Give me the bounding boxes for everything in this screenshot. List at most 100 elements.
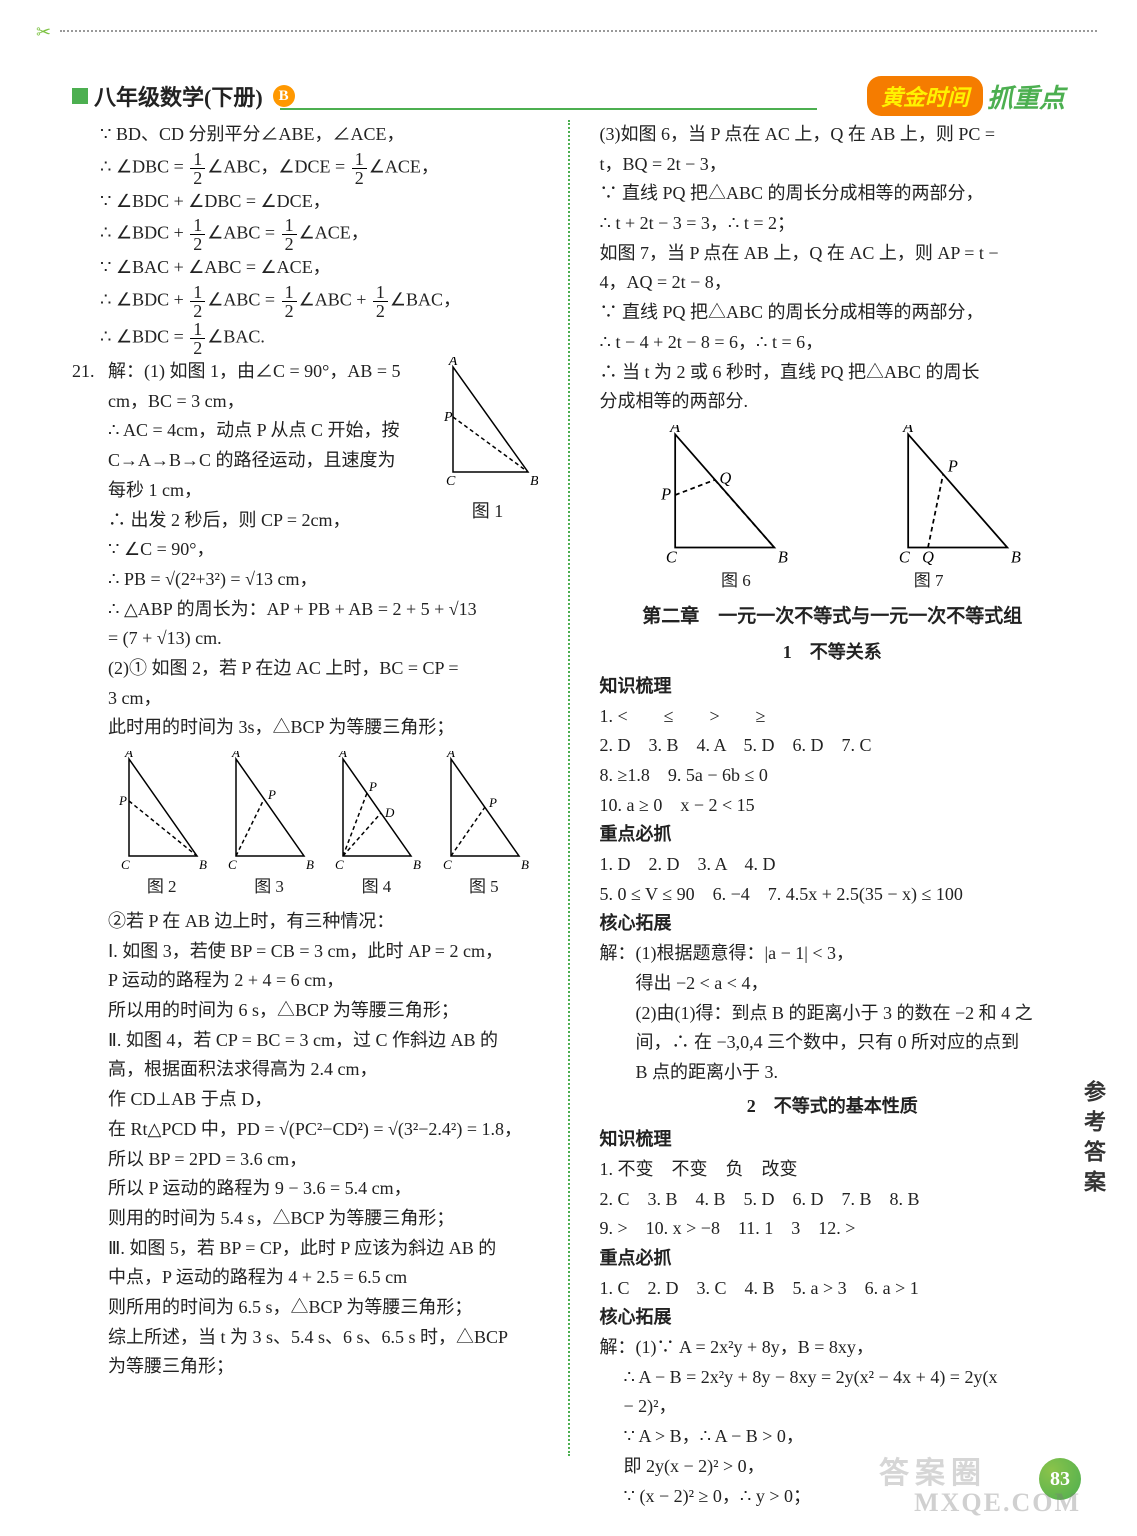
line: 1. C 2. D 3. C 4. B 5. a > 3 6. a > 1 — [600, 1274, 1066, 1304]
fraction: 12 — [190, 216, 205, 253]
watermark-url: MXQE.COM — [914, 1488, 1081, 1518]
line: ∴ ∠BDC + 12∠ABC = 12∠ABC + 12∠BAC， — [72, 283, 538, 320]
line: 1. 不变 不变 负 改变 — [600, 1155, 1066, 1185]
grade-title: 八年级数学(下册) — [94, 80, 263, 112]
line: 综上所述，当 t 为 3 s、5.4 s、6 s、6.5 s 时，△BCP — [108, 1323, 538, 1353]
line: ∵ A > B，∴ A − B > 0， — [600, 1422, 1066, 1452]
svg-text:C: C — [666, 548, 678, 565]
line: ∴ △ABP 的周长为：AP + PB + AB = 2 + 5 + √13 — [108, 595, 538, 625]
text: ∠ABC = — [207, 290, 279, 310]
fig-label: 图 5 — [469, 873, 499, 901]
line: ∴ ∠BDC = 12∠BAC. — [72, 320, 538, 357]
content-columns: ∵ BD、CD 分别平分∠ABE，∠ACE， ∴ ∠DBC = 12∠ABC，∠… — [72, 120, 1065, 1456]
text: ∠ACE， — [369, 156, 439, 176]
fraction: 12 — [282, 283, 297, 320]
line: ∵ ∠BDC + ∠DBC = ∠DCE， — [72, 187, 538, 217]
line: ∴ ∠BDC + 12∠ABC = 12∠ACE， — [72, 216, 538, 253]
triangle-fig3: A P C B — [224, 751, 314, 871]
svg-text:B: B — [199, 857, 207, 871]
line: 作 CD⊥AB 于点 D， — [108, 1085, 538, 1115]
page-header: 八年级数学(下册) B 黄金时间 抓重点 — [72, 76, 1065, 116]
column-divider — [568, 120, 570, 1456]
svg-text:Q: Q — [719, 468, 731, 487]
text: ∠ACE， — [299, 223, 369, 243]
green-square-icon — [72, 88, 88, 104]
q-number: 21. — [72, 357, 108, 1382]
grab-focus-text: 抓重点 — [987, 78, 1065, 115]
fig-label: 图 1 — [438, 497, 538, 527]
text: ∴ ∠BDC + — [100, 290, 188, 310]
line: P 运动的路程为 2 + 4 = 6 cm， — [108, 966, 538, 996]
line: = (7 + √13) cm. — [108, 624, 538, 654]
line: 2. D 3. B 4. A 5. D 6. D 7. C — [600, 731, 1066, 761]
heading-core-2: 核心拓展 — [600, 1303, 1066, 1333]
svg-text:P: P — [660, 485, 671, 504]
top-dotted-line — [60, 30, 1097, 32]
fraction: 12 — [190, 150, 205, 187]
fraction: 12 — [190, 283, 205, 320]
svg-text:C: C — [898, 548, 910, 565]
line: 分成相等的两部分. — [600, 387, 1066, 417]
text: ∴ ∠BDC + — [100, 223, 188, 243]
svg-text:A: A — [446, 751, 455, 760]
line: (2)由(1)得：到点 B 的距离小于 3 的数在 −2 和 4 之 — [600, 999, 1066, 1029]
header-right: 黄金时间 抓重点 — [867, 76, 1065, 116]
line: 解：(1)根据题意得：|a − 1| < 3， — [600, 939, 1066, 969]
text: ∠BAC. — [207, 327, 265, 347]
figure-1: A P C B 图 1 — [438, 357, 538, 526]
line: 8. ≥1.8 9. 5a − 6b ≤ 0 — [600, 761, 1066, 791]
line: 得出 −2 < a < 4， — [600, 969, 1066, 999]
triangle-fig6: A P Q C B — [636, 425, 796, 565]
gold-time-badge: 黄金时间 — [867, 76, 983, 116]
line: − 2)²， — [600, 1392, 1066, 1422]
line: 高，根据面积法求得高为 2.4 cm， — [108, 1055, 538, 1085]
heading-knowledge: 知识梳理 — [600, 672, 1066, 702]
triangle-fig1: A P C B — [438, 357, 538, 487]
line: t，BQ = 2t − 3， — [600, 150, 1066, 180]
line: 解：(1)∵ A = 2x²y + 8y，B = 8xy， — [600, 1333, 1066, 1363]
heading-focus: 重点必抓 — [600, 820, 1066, 850]
fig-label: 图 2 — [147, 873, 177, 901]
line: 如图 7，当 P 点在 AB 上，Q 在 AC 上，则 AP = t − — [600, 239, 1066, 269]
q-body: A P C B 图 1 解：(1) 如图 1，由∠C = 90°，AB = 5 … — [108, 357, 538, 1382]
svg-text:C: C — [335, 857, 344, 871]
svg-text:P: P — [118, 793, 127, 808]
line: 即 2y(x − 2)² > 0， — [600, 1452, 1066, 1482]
scissors-icon: ✂ — [36, 22, 51, 43]
svg-text:B: B — [1010, 548, 1020, 565]
fig-label: 图 7 — [914, 567, 944, 595]
svg-text:A: A — [447, 357, 457, 369]
left-column: ∵ BD、CD 分别平分∠ABE，∠ACE， ∴ ∠DBC = 12∠ABC，∠… — [72, 120, 548, 1456]
svg-text:A: A — [124, 751, 133, 760]
svg-text:A: A — [338, 751, 347, 760]
line: 在 Rt△PCD 中，PD = √(PC²−CD²) = √(3²−2.4²) … — [108, 1115, 538, 1145]
line: 所以用的时间为 6 s，△BCP 为等腰三角形； — [108, 996, 538, 1026]
line: ∵ ∠C = 90°， — [108, 535, 538, 565]
line: ∴ PB = √(2²+3²) = √13 cm， — [108, 565, 538, 595]
right-column: (3)如图 6，当 P 点在 AC 上，Q 在 AB 上，则 PC = t，BQ… — [590, 120, 1066, 1456]
line: 1. < ≤ > ≥ — [600, 702, 1066, 732]
svg-text:P: P — [368, 779, 377, 794]
svg-text:P: P — [443, 410, 453, 425]
line: ②若 P 在 AB 边上时，有三种情况： — [108, 907, 538, 937]
text: ∴ ∠BDC = — [100, 327, 188, 347]
line: 所以 P 运动的路程为 9 − 3.6 = 5.4 cm， — [108, 1174, 538, 1204]
svg-text:A: A — [231, 751, 240, 760]
triangle-fig5: A P C B — [439, 751, 529, 871]
side-answer-label: 参考答案 — [1077, 1080, 1109, 1200]
svg-text:D: D — [384, 805, 395, 820]
line: ∴ ∠DBC = 12∠ABC，∠DCE = 12∠ACE， — [72, 150, 538, 187]
line: ∴ t − 4 + 2t − 8 = 6，∴ t = 6， — [600, 328, 1066, 358]
svg-text:A: A — [669, 425, 681, 436]
figures-2-5: A P C B A P C B — [108, 751, 538, 871]
line: ∴ t + 2t − 3 = 3，∴ t = 2； — [600, 209, 1066, 239]
svg-text:C: C — [121, 857, 130, 871]
heading-focus-2: 重点必抓 — [600, 1244, 1066, 1274]
line: 间，∴ 在 −3,0,4 三个数中，只有 0 所对应的点到 — [600, 1028, 1066, 1058]
line: 2. C 3. B 4. B 5. D 6. D 7. B 8. B — [600, 1185, 1066, 1215]
svg-text:P: P — [267, 787, 276, 802]
svg-text:C: C — [446, 474, 456, 487]
heading-core: 核心拓展 — [600, 909, 1066, 939]
line: B 点的距离小于 3. — [600, 1058, 1066, 1088]
fig-label: 图 6 — [721, 567, 751, 595]
